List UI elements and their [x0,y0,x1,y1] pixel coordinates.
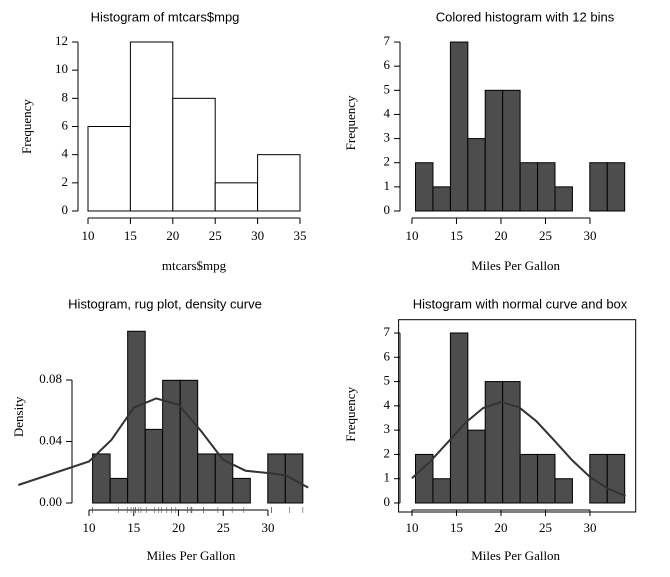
bar [197,453,216,504]
chart-title: Colored histogram with 12 bins [436,9,615,24]
y-tick-label: 6 [384,348,391,363]
x-tick-label: 35 [294,228,307,243]
y-tick-label: 2 [384,445,391,460]
y-tick-label: 7 [384,33,391,48]
x-axis-label: Miles Per Gallon [147,548,236,563]
bar [179,379,199,504]
bar [589,162,608,212]
plot-box [398,319,637,513]
y-tick-label: 7 [384,324,391,339]
bar [214,182,259,212]
bar [519,453,539,504]
bar [257,154,301,212]
chart-title: Histogram with normal curve and box [413,296,628,311]
y-axis-label: Frequency [343,386,358,441]
y-tick-label: 0 [62,202,69,217]
bar [519,162,539,212]
bar [467,138,486,212]
x-tick-label: 30 [583,228,596,243]
y-tick-label: 0 [384,202,391,217]
x-tick-label: 25 [209,228,222,243]
y-tick-label: 0.04 [39,432,62,447]
bar [502,381,521,504]
x-tick-label: 25 [539,228,552,243]
chart-title: Histogram, rug plot, density curve [68,296,262,311]
bar [172,97,216,212]
x-tick-label: 25 [539,520,552,535]
curve [411,401,626,497]
bar [537,162,556,212]
bar [284,453,304,504]
y-tick-label: 4 [62,146,69,161]
bar [87,126,131,212]
bar [144,428,164,504]
x-axis-label: Miles Per Gallon [471,258,560,273]
y-tick-label: 4 [384,105,391,120]
x-tick-label: 15 [450,228,463,243]
bar [432,478,451,504]
bar [109,477,129,504]
y-tick-label: 0.08 [39,371,62,386]
x-tick-label: 15 [124,228,137,243]
bar [537,453,556,504]
y-tick-label: 3 [384,421,391,436]
y-axis-label: Frequency [19,99,34,154]
bar [129,41,174,212]
bar [449,41,469,212]
x-tick-label: 10 [82,520,95,535]
x-axis-label: Miles Per Gallon [471,548,560,563]
y-tick-label: 2 [384,154,391,169]
y-tick-label: 5 [384,81,391,96]
y-tick-label: 6 [384,57,391,72]
x-tick-label: 20 [494,228,507,243]
bar [127,330,146,504]
bar [484,381,504,504]
bar [267,453,286,504]
bar [162,379,181,504]
y-tick-label: 6 [62,117,69,132]
x-tick-label: 20 [172,520,185,535]
bar [232,477,251,504]
y-tick-label: 8 [62,89,69,104]
curve [17,397,309,489]
y-tick-label: 1 [384,178,391,193]
x-axis-label: mtcars$mpg [162,258,227,273]
y-tick-label: 5 [384,373,391,388]
bar [415,162,434,212]
bar [467,429,486,504]
x-tick-label: 30 [261,520,274,535]
chart-title: Histogram of mtcars$mpg [91,9,240,24]
x-tick-label: 25 [217,520,230,535]
y-tick-label: 0.00 [39,494,62,509]
bar [432,186,451,212]
y-tick-label: 4 [384,397,391,412]
bar [606,162,626,212]
bar [554,478,573,504]
bar [449,332,469,504]
y-axis-label: Frequency [343,95,358,150]
x-tick-label: 30 [251,228,264,243]
x-tick-label: 30 [583,520,596,535]
x-tick-label: 10 [405,520,418,535]
bar [606,453,626,504]
bar [502,89,521,212]
y-tick-label: 2 [62,174,69,189]
bar [484,89,504,212]
y-tick-label: 3 [384,130,391,145]
y-tick-label: 10 [55,61,68,76]
x-tick-label: 15 [450,520,463,535]
y-tick-label: 0 [384,494,391,509]
x-tick-label: 15 [127,520,140,535]
x-tick-label: 10 [82,228,95,243]
y-axis-label: Density [11,396,26,437]
y-tick-label: 1 [384,470,391,485]
bar [554,186,573,212]
x-tick-label: 10 [405,228,418,243]
x-tick-label: 20 [494,520,507,535]
bar [92,453,111,504]
x-tick-label: 20 [166,228,179,243]
y-tick-label: 12 [55,33,68,48]
